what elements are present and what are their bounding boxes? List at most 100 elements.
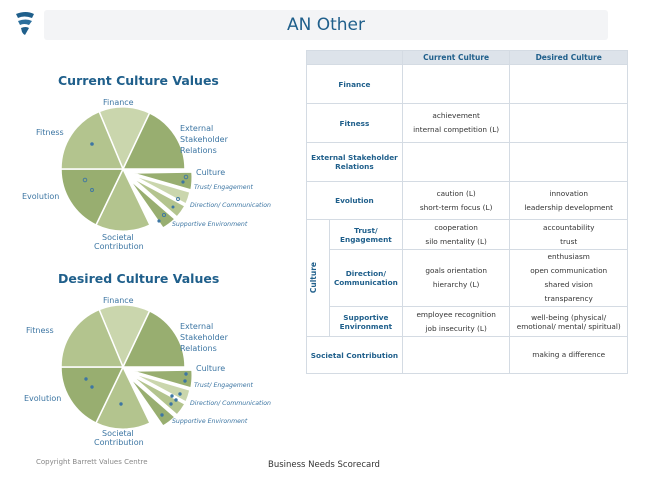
cell-trust-current: cooperation silo mentality (L) bbox=[401, 219, 511, 250]
label-fitness: Fitness bbox=[26, 326, 54, 335]
row-label-fitness: Fitness bbox=[306, 103, 403, 143]
value-dot bbox=[90, 385, 94, 389]
label-supportive: Supportive Environment bbox=[172, 417, 248, 425]
table-row: Finance bbox=[306, 64, 628, 104]
value-dot bbox=[183, 379, 187, 383]
value-item: silo mentality (L) bbox=[425, 236, 487, 246]
cell-fitness-desired bbox=[509, 103, 628, 143]
wedge-societal bbox=[94, 365, 152, 430]
wedge-supportive bbox=[128, 178, 177, 229]
label-trust: Trust/ Engagement bbox=[194, 381, 254, 389]
value-item: open communication bbox=[530, 266, 608, 275]
value-dot bbox=[160, 413, 164, 417]
cell-external-desired bbox=[509, 142, 628, 182]
value-item: goals orientation bbox=[425, 266, 487, 275]
label-evolution: Evolution bbox=[24, 394, 61, 403]
copyright-text: Copyright Barrett Values Centre bbox=[36, 458, 148, 466]
value-dot bbox=[170, 394, 174, 398]
label-societal-1: Societal bbox=[102, 233, 134, 242]
label-societal-2: Contribution bbox=[94, 242, 144, 251]
row-label-evolution: Evolution bbox=[306, 181, 403, 220]
wedge-culture bbox=[131, 369, 193, 389]
value-dot bbox=[174, 398, 178, 402]
label-supportive: Supportive Environment bbox=[172, 220, 248, 228]
table-row: Culture Trust/ Engagement cooperation sil… bbox=[306, 219, 628, 337]
cell-direction-current: goals orientation hierarchy (L) bbox=[401, 249, 511, 307]
barrett-logo-icon bbox=[16, 12, 34, 35]
wedge-evolution bbox=[60, 168, 125, 227]
pie-wedges bbox=[60, 304, 193, 430]
label-external-2: Stakeholder bbox=[180, 333, 229, 342]
page-title: AN Other bbox=[286, 15, 366, 35]
label-finance: Finance bbox=[103, 296, 134, 305]
value-item: enthusiasm bbox=[547, 252, 590, 261]
value-dot bbox=[84, 377, 88, 381]
value-dot bbox=[183, 174, 189, 180]
value-dot bbox=[157, 219, 161, 223]
value-dot bbox=[119, 402, 123, 406]
table-row: Societal Contribution making a differenc… bbox=[306, 336, 628, 374]
cell-societal-desired: making a difference bbox=[509, 336, 628, 374]
cell-direction-desired: enthusiasm open communication shared visio… bbox=[509, 249, 628, 307]
cell-supportive-current: employee recognition job insecurity (L) bbox=[401, 306, 511, 337]
label-external-3: Relations bbox=[180, 344, 217, 353]
wedge-evolution bbox=[60, 366, 125, 425]
row-label-external: External Stakeholder Relations bbox=[306, 142, 403, 182]
current-chart-title: Current Culture Values bbox=[58, 73, 219, 88]
scorecard-table: Current Culture Desired Culture Finance … bbox=[306, 50, 628, 374]
label-direction: Direction/ Communication bbox=[190, 201, 271, 209]
label-culture: Culture bbox=[196, 168, 225, 177]
value-item: making a difference bbox=[532, 350, 606, 359]
wedge-fitness bbox=[60, 308, 125, 368]
value-item: employee recognition bbox=[416, 309, 496, 319]
label-external-3: Relations bbox=[180, 146, 217, 155]
wedge-fitness bbox=[60, 110, 125, 170]
col-header-current: Current Culture bbox=[401, 50, 511, 65]
culture-group-label: Culture bbox=[309, 262, 318, 294]
wedge-supportive bbox=[128, 376, 177, 427]
value-dot bbox=[90, 188, 94, 192]
label-culture: Culture bbox=[196, 364, 225, 373]
table-row: Supportive Environment employee recognit… bbox=[307, 306, 628, 337]
cell-societal-current bbox=[401, 336, 511, 374]
value-item: trust bbox=[560, 236, 578, 246]
label-finance: Finance bbox=[103, 98, 134, 107]
table-row: Fitness achievement internal competition … bbox=[306, 103, 628, 143]
value-item: hierarchy (L) bbox=[432, 280, 480, 289]
desired-chart-title: Desired Culture Values bbox=[58, 271, 220, 286]
current-culture-pie: Finance External Stakeholder Relations C… bbox=[22, 98, 271, 251]
value-item: leadership development bbox=[524, 202, 614, 212]
value-dot bbox=[184, 372, 188, 376]
value-item: well-being (physical/ emotional/ mental/… bbox=[516, 312, 621, 331]
value-item: internal competition (L) bbox=[413, 125, 500, 134]
label-external-1: External bbox=[180, 124, 213, 133]
value-item: achievement bbox=[432, 111, 480, 120]
value-item: shared vision bbox=[544, 280, 593, 289]
label-external-2: Stakeholder bbox=[180, 135, 229, 144]
value-dots bbox=[84, 372, 188, 417]
wedge-external bbox=[121, 112, 186, 170]
row-label-trust: Trust/ Engagement bbox=[328, 219, 403, 250]
label-direction: Direction/ Communication bbox=[190, 399, 271, 407]
value-dot bbox=[161, 212, 167, 218]
cell-supportive-desired: well-being (physical/ emotional/ mental/… bbox=[509, 306, 628, 337]
label-societal-1: Societal bbox=[102, 429, 134, 438]
wedge-societal bbox=[94, 167, 152, 232]
row-label-finance: Finance bbox=[306, 64, 403, 104]
label-societal-2: Contribution bbox=[94, 438, 144, 447]
title-bar: AN Other bbox=[44, 10, 608, 40]
cell-finance-desired bbox=[509, 64, 628, 104]
value-dot bbox=[176, 197, 180, 201]
label-trust: Trust/ Engagement bbox=[194, 183, 254, 191]
label-external-1: External bbox=[180, 322, 213, 331]
value-item: transparency bbox=[544, 294, 593, 303]
wedge-trust bbox=[131, 174, 191, 206]
value-item: innovation bbox=[549, 188, 588, 198]
wedge-external bbox=[121, 310, 186, 368]
cell-evolution-current: caution (L) short-term focus (L) bbox=[401, 181, 511, 220]
value-dot bbox=[171, 205, 175, 209]
cell-external-current bbox=[401, 142, 511, 182]
table-row: Evolution caution (L) short-term focus (L… bbox=[306, 181, 628, 220]
desired-culture-pie: Finance External Stakeholder Relations C… bbox=[24, 296, 271, 447]
value-item: accountability bbox=[542, 222, 595, 232]
